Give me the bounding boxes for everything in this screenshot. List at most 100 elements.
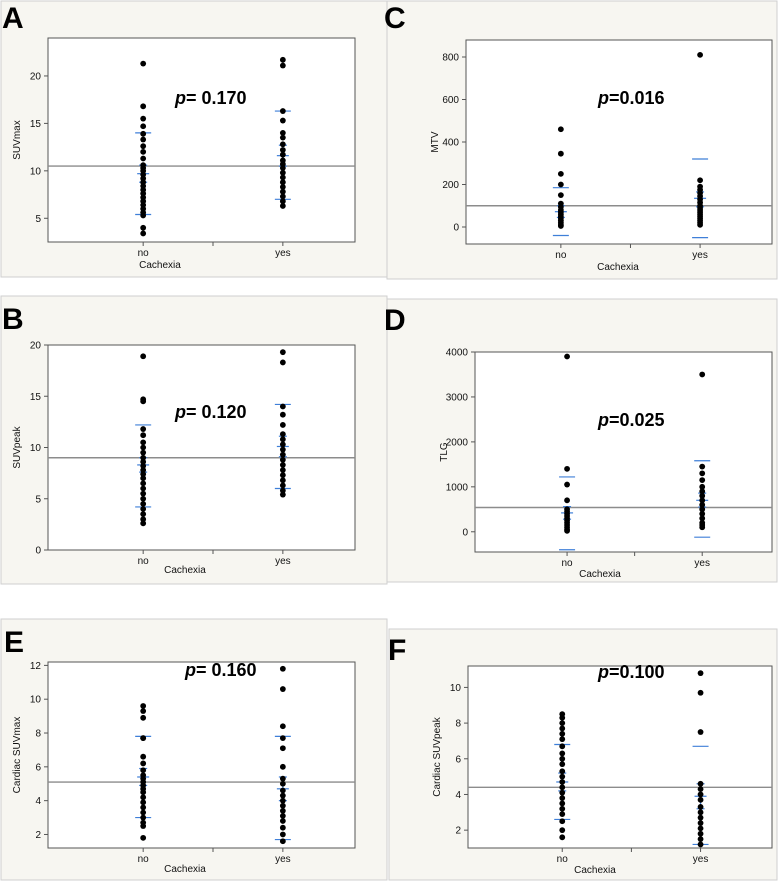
data-point xyxy=(279,482,286,489)
data-point xyxy=(279,174,286,181)
data-point xyxy=(140,115,147,122)
p-value-symbol: p xyxy=(597,662,609,682)
data-point xyxy=(279,436,286,443)
data-point xyxy=(140,789,147,796)
data-point xyxy=(699,510,706,517)
x-tick-label: no xyxy=(138,248,150,259)
p-value-number: = 0.170 xyxy=(186,88,247,108)
data-point xyxy=(140,60,147,67)
data-point xyxy=(699,477,706,483)
data-point xyxy=(559,773,566,780)
x-axis-label: Cachexia xyxy=(164,565,206,576)
panel-letter: F xyxy=(388,634,406,667)
p-value-number: =0.100 xyxy=(609,662,665,682)
y-tick-label: 600 xyxy=(442,95,459,106)
y-axis-label: MTV xyxy=(430,131,441,152)
data-point xyxy=(140,148,147,155)
data-point xyxy=(279,686,286,692)
y-tick-label: 1000 xyxy=(446,482,469,493)
y-tick-label: 5 xyxy=(35,214,41,225)
data-point xyxy=(279,763,286,770)
data-point xyxy=(699,497,706,504)
data-point xyxy=(559,761,566,768)
data-point xyxy=(279,807,286,814)
data-point xyxy=(559,805,566,812)
y-tick-label: 2 xyxy=(35,830,41,841)
y-tick-label: 8 xyxy=(455,719,461,730)
data-point xyxy=(559,750,566,757)
data-point xyxy=(279,467,286,473)
data-point xyxy=(279,117,286,124)
data-point xyxy=(557,126,564,133)
x-tick-label: no xyxy=(562,558,574,569)
data-point xyxy=(140,224,147,231)
data-point xyxy=(697,786,704,793)
data-point xyxy=(140,804,147,811)
data-point xyxy=(559,714,566,721)
plot-area xyxy=(47,661,356,849)
plot-area xyxy=(47,37,356,243)
data-point xyxy=(559,779,566,785)
x-tick-label: yes xyxy=(275,854,291,865)
y-tick-label: 6 xyxy=(455,754,461,765)
plot-area xyxy=(465,39,773,245)
data-point xyxy=(697,51,703,58)
data-point xyxy=(279,477,286,484)
data-point xyxy=(559,725,566,732)
data-point xyxy=(140,823,147,829)
p-value-symbol: p xyxy=(174,402,186,422)
y-tick-label: 15 xyxy=(30,392,42,403)
data-point xyxy=(564,353,570,360)
x-tick-label: yes xyxy=(275,556,291,567)
data-point xyxy=(559,827,566,834)
panel-f: F 2 4 6 8 10 no yes Cachexia Cardiac SUVpeak p=0.1… xyxy=(388,628,778,881)
data-point xyxy=(279,802,286,809)
data-point xyxy=(279,431,286,438)
data-point xyxy=(140,760,147,767)
y-tick-label: 12 xyxy=(30,661,42,672)
x-axis-label: Cachexia xyxy=(579,569,621,580)
data-point xyxy=(699,506,706,513)
data-point xyxy=(699,501,706,508)
y-axis-label: TLG xyxy=(439,442,450,462)
data-point xyxy=(279,487,286,494)
data-point xyxy=(279,169,286,176)
data-point xyxy=(140,735,147,741)
data-point xyxy=(279,56,286,63)
data-point xyxy=(279,411,286,418)
data-point xyxy=(697,804,704,810)
y-tick-label: 400 xyxy=(442,138,459,149)
data-point xyxy=(140,475,147,482)
data-point xyxy=(279,745,286,752)
x-tick-label: no xyxy=(138,556,150,567)
panel-letter: D xyxy=(384,304,406,337)
y-tick-label: 0 xyxy=(462,527,468,538)
data-point xyxy=(279,151,286,158)
data-point xyxy=(140,506,147,512)
y-tick-label: 0 xyxy=(453,223,459,234)
p-value-number: =0.025 xyxy=(609,410,665,430)
data-point xyxy=(279,792,286,799)
data-point xyxy=(140,155,147,162)
y-tick-label: 10 xyxy=(30,443,42,454)
data-point xyxy=(279,818,286,824)
data-point xyxy=(140,439,147,446)
panel-b: B 0 5 10 15 20 no yes Cachexia SUVpeak p= 0.120 xyxy=(0,295,388,585)
p-value-symbol: p xyxy=(597,88,609,108)
data-point xyxy=(699,463,706,470)
data-point xyxy=(279,188,286,195)
data-point xyxy=(279,184,286,190)
data-point xyxy=(564,527,570,534)
panel-c: C 0 200 400 600 800 no yes Cachexia MTV p=0.016 xyxy=(384,0,778,280)
data-point xyxy=(279,422,286,428)
data-point xyxy=(279,359,286,366)
p-value-number: = 0.160 xyxy=(196,660,257,680)
data-point xyxy=(140,799,147,806)
data-point xyxy=(140,834,147,841)
data-point xyxy=(559,736,566,743)
data-point xyxy=(699,515,706,522)
data-point xyxy=(559,795,566,801)
data-point xyxy=(279,108,286,114)
data-point xyxy=(140,432,147,439)
